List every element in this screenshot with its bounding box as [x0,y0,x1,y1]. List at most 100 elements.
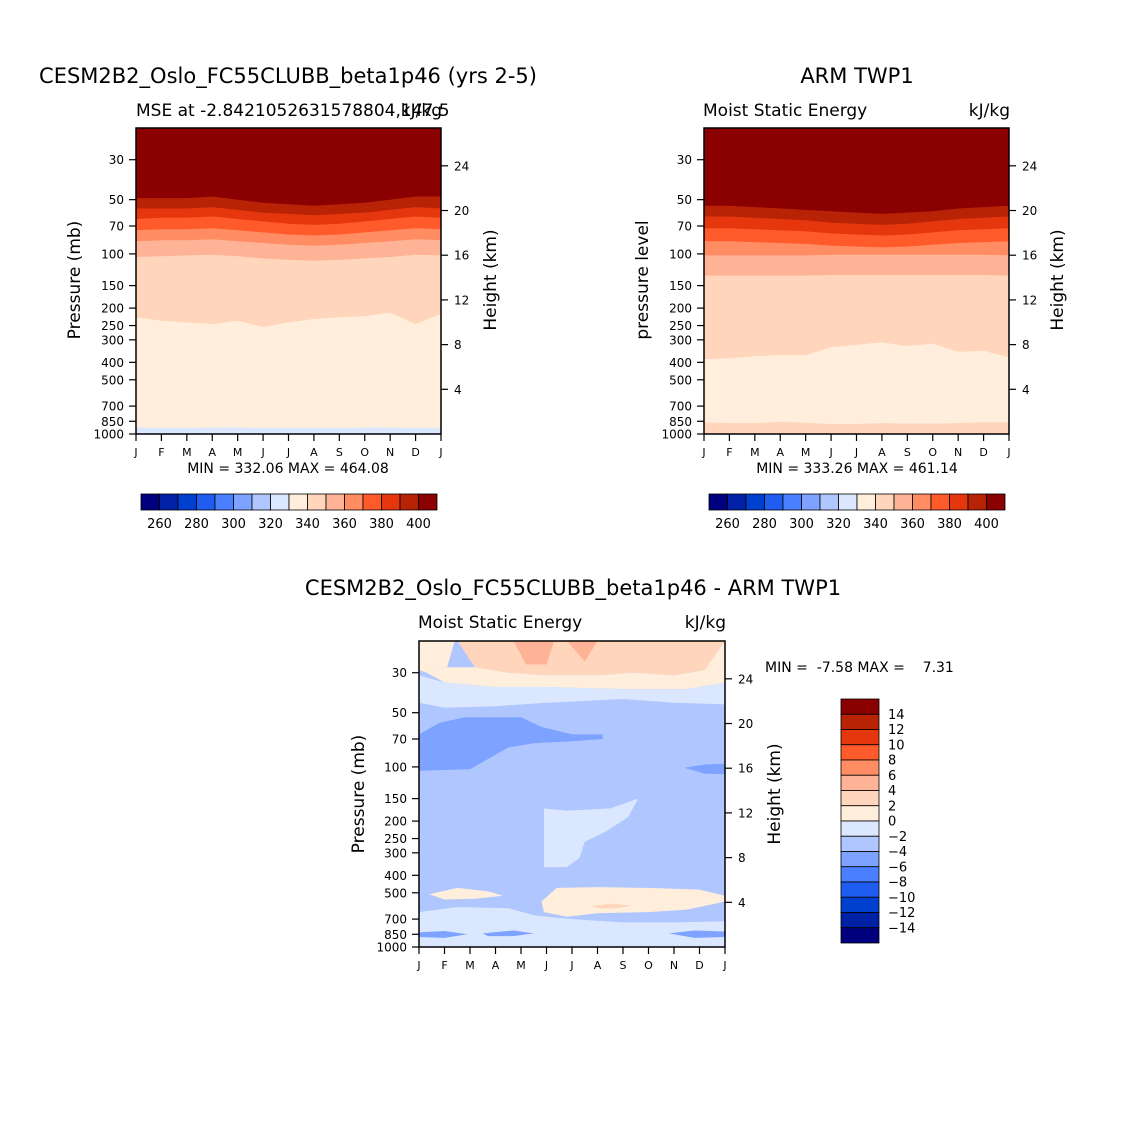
diff-region-7 [684,763,725,775]
left-panel-stats: MIN = 332.06 MAX = 464.08 [187,461,389,477]
diff-xtick-label-5: J [544,959,548,972]
diff-panel-stats: MIN = -7.58 MAX = 7.31 [765,660,954,676]
right-colorbar-box-11 [912,493,932,511]
right-panel-title: ARM TWP1 [800,64,913,88]
right-ytick-label-30: 30 [677,153,692,167]
left-xtick-label-9: O [360,446,369,459]
left-ytick-label-700: 700 [101,400,124,414]
left-ytick-label-500: 500 [101,373,124,387]
left-htick-label-20: 20 [454,204,469,218]
right-htick-label-24: 24 [1022,159,1037,173]
left-colorbar-label-3: 320 [258,517,283,532]
left-band-surface [136,427,441,434]
diff-panel-title: CESM2B2_Oslo_FC55CLUBB_beta1p46 - ARM TW… [305,576,841,601]
diff-ytick-label-150: 150 [384,792,407,806]
left-ytick-label-400: 400 [101,356,124,370]
diff-colorbar-label-1: 12 [888,723,905,738]
right-colorbar-box-10 [893,493,913,511]
diff-region-6 [419,717,603,771]
left-xtick-label-0: J [133,446,137,459]
left-colorbar-box-14 [399,493,419,511]
diff-ytick-label-300: 300 [384,846,407,860]
right-xtick-label-9: O [928,446,937,459]
diff-colorbar-box-7 [840,805,880,822]
right-xtick-label-0: J [701,446,705,459]
right-xtick-label-3: A [776,446,784,459]
diff-colorbar-label-11: −8 [888,876,907,891]
right-colorbar-label-5: 360 [900,517,925,532]
diff-panel-ylabel: Pressure (mb) [349,735,369,854]
diff-htick-label-24: 24 [738,672,753,686]
diff-htick-label-16: 16 [738,762,753,776]
right-colorbar-label-0: 260 [715,517,740,532]
left-colorbar-box-7 [270,493,290,511]
diff-colorbar-label-0: 14 [888,708,905,723]
right-colorbar-label-1: 280 [752,517,777,532]
left-band-330 [136,312,441,434]
right-colorbar-box-8 [856,493,876,511]
left-colorbar-label-5: 360 [332,517,357,532]
right-htick-label-4: 4 [1022,383,1030,397]
right-ytick-label-150: 150 [669,279,692,293]
right-ytick-label-200: 200 [669,302,692,316]
left-colorbar-box-12 [362,493,382,511]
left-colorbar-box-15 [418,493,438,511]
left-panel-subtitle: MSE at -2.8421052631578804,147.5 [136,101,450,121]
diff-htick-label-4: 4 [738,896,746,910]
left-ytick-label-150: 150 [101,279,124,293]
diff-region-0 [419,641,455,673]
left-xtick-label-7: A [310,446,318,459]
diff-xtick-label-0: J [416,959,420,972]
left-colorbar-label-6: 380 [369,517,394,532]
right-colorbar-box-13 [949,493,969,511]
right-panel-subtitle: Moist Static Energy [703,101,867,121]
diff-region-10 [541,887,725,917]
diff-xtick-label-6: J [569,959,573,972]
left-colorbar-label-1: 280 [184,517,209,532]
diff-ytick-label-850: 850 [384,928,407,942]
right-htick-label-8: 8 [1022,338,1030,352]
diff-colorbar-box-8 [840,820,880,837]
right-ytick-label-70: 70 [677,219,692,233]
left-colorbar-box-9 [307,493,327,511]
right-xtick-label-1: F [726,446,732,459]
diff-colorbar-box-0 [840,698,880,715]
left-xtick-label-3: A [208,446,216,459]
left-xtick-label-1: F [158,446,164,459]
right-colorbar-box-7 [838,493,858,511]
left-colorbar-box-11 [344,493,364,511]
right-ytick-label-300: 300 [669,333,692,347]
left-ytick-label-300: 300 [101,333,124,347]
diff-panel-units: kJ/kg [685,613,726,633]
diff-region-11 [592,903,634,909]
diff-colorbar-box-12 [840,881,880,898]
right-ytick-label-50: 50 [677,193,692,207]
left-htick-label-12: 12 [454,293,469,307]
diff-xtick-label-8: S [620,959,627,972]
diff-colorbar-label-5: 4 [888,784,896,799]
left-xtick-label-5: J [260,446,264,459]
diff-ytick-label-1000: 1000 [376,941,407,955]
right-ytick-label-700: 700 [669,400,692,414]
right-htick-label-16: 16 [1022,249,1037,263]
left-colorbar: 260 280 300 320 340 360 380 400 [140,493,438,532]
left-colorbar-label-0: 260 [147,517,172,532]
diff-colorbar-label-14: −14 [888,921,915,936]
diff-colorbar-label-12: −10 [888,891,915,906]
left-colorbar-label-7: 400 [406,517,431,532]
right-colorbar-label-2: 300 [789,517,814,532]
right-panel-ylabel-right: Height (km) [1048,229,1068,330]
diff-xtick-label-3: A [492,959,500,972]
right-colorbar-label-7: 400 [974,517,999,532]
left-contours [136,128,441,434]
diff-region-12 [419,907,725,947]
diff-colorbar-box-4 [840,759,880,776]
right-ytick-label-100: 100 [669,247,692,261]
left-colorbar-box-3 [196,493,216,511]
diff-colorbar-label-2: 10 [888,738,905,753]
left-ytick-label-50: 50 [109,193,124,207]
left-xtick-label-11: D [411,446,419,459]
